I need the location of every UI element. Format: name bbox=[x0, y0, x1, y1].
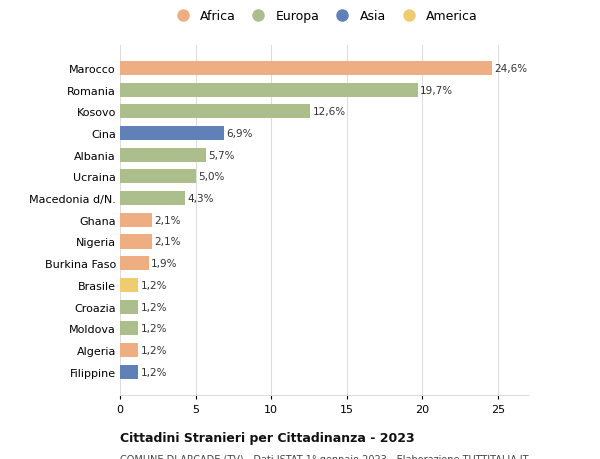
Text: 1,2%: 1,2% bbox=[140, 345, 167, 355]
Text: 2,1%: 2,1% bbox=[154, 215, 181, 225]
Bar bbox=[120, 257, 149, 271]
Text: COMUNE DI ARCADE (TV) - Dati ISTAT 1° gennaio 2023 - Elaborazione TUTTITALIA.IT: COMUNE DI ARCADE (TV) - Dati ISTAT 1° ge… bbox=[120, 454, 529, 459]
Text: 1,2%: 1,2% bbox=[140, 367, 167, 377]
Text: 24,6%: 24,6% bbox=[494, 64, 527, 74]
Bar bbox=[120, 192, 185, 206]
Text: Cittadini Stranieri per Cittadinanza - 2023: Cittadini Stranieri per Cittadinanza - 2… bbox=[120, 431, 415, 444]
Text: 5,7%: 5,7% bbox=[208, 151, 235, 160]
Text: 1,2%: 1,2% bbox=[140, 280, 167, 290]
Bar bbox=[120, 300, 138, 314]
Bar bbox=[120, 235, 152, 249]
Bar bbox=[120, 127, 224, 141]
Bar bbox=[120, 62, 492, 76]
Legend: Africa, Europa, Asia, America: Africa, Europa, Asia, America bbox=[170, 10, 478, 23]
Bar bbox=[120, 365, 138, 379]
Text: 5,0%: 5,0% bbox=[198, 172, 224, 182]
Text: 4,3%: 4,3% bbox=[187, 194, 214, 204]
Text: 19,7%: 19,7% bbox=[420, 85, 453, 95]
Bar bbox=[120, 105, 310, 119]
Text: 1,2%: 1,2% bbox=[140, 324, 167, 334]
Text: 6,9%: 6,9% bbox=[227, 129, 253, 139]
Text: 12,6%: 12,6% bbox=[313, 107, 346, 117]
Bar bbox=[120, 84, 418, 97]
Text: 1,2%: 1,2% bbox=[140, 302, 167, 312]
Text: 2,1%: 2,1% bbox=[154, 237, 181, 247]
Bar bbox=[120, 321, 138, 336]
Bar bbox=[120, 343, 138, 357]
Bar bbox=[120, 213, 152, 227]
Bar bbox=[120, 148, 206, 162]
Text: 1,9%: 1,9% bbox=[151, 258, 178, 269]
Bar bbox=[120, 170, 196, 184]
Bar bbox=[120, 278, 138, 292]
